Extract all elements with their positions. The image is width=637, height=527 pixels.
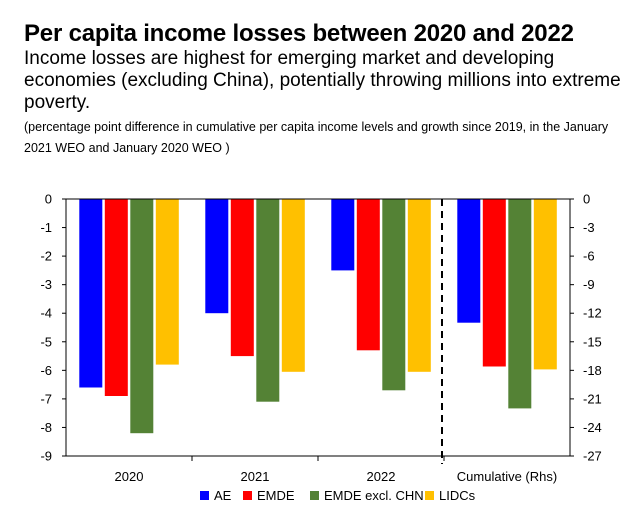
category-label: 2022 [367,469,396,484]
bar-emde-excl-chn-2021 [256,199,280,402]
right-axis-tick-label: -18 [583,363,602,378]
chart-note: (percentage point difference in cumulati… [24,120,609,155]
right-axis-tick-label: -3 [583,220,595,235]
bar-ae-2021 [205,199,229,314]
bar-ae-2020 [79,199,103,388]
legend-label: EMDE [257,488,295,503]
left-axis-tick-label: -4 [40,306,52,321]
bar-ae-cumulative-rhs- [457,199,481,323]
left-axis-tick-label: -1 [40,220,52,235]
left-axis-tick-label: -3 [40,277,52,292]
right-axis-tick-label: -27 [583,449,602,464]
bar-lidcs-2021 [281,199,305,372]
chart-subtitle: Income losses are highest for emerging m… [24,48,621,113]
bar-emde-excl-chn-2020 [130,199,154,434]
bar-emde-cumulative-rhs- [482,199,506,367]
bar-emde-excl-chn-2022 [382,199,406,391]
left-axis-tick-label: -8 [40,420,52,435]
right-axis-tick-label: -6 [583,249,595,264]
legend-label: EMDE excl. CHN [324,488,424,503]
left-axis-tick-label: -9 [40,449,52,464]
bar-emde-2022 [356,199,380,351]
legend: AE EMDE EMDE excl. CHN LIDCs [200,488,476,503]
category-label: 2021 [241,469,270,484]
left-axis-tick-label: 0 [45,192,52,207]
category-label: Cumulative (Rhs) [457,469,557,484]
right-axis-tick-label: -9 [583,277,595,292]
bar-emde-2020 [104,199,128,396]
legend-swatch-emde-excl-chn [310,491,319,500]
axes-group: 2020 2021 2022 Cumulative (Rhs) 0 -1 -2 -3 -4 -5 -… [40,192,601,485]
legend-swatch-lidcs [425,491,434,500]
bar-lidcs-2020 [155,199,179,365]
right-axis-tick-label: -15 [583,334,602,349]
bar-emde-excl-chn-cumulative-rhs- [508,199,532,409]
right-axis-tick-label: -12 [583,306,602,321]
bar-emde-2021 [230,199,254,357]
right-axis-tick-label: -24 [583,420,602,435]
right-axis-tick-label: -21 [583,391,602,406]
chart-title: Per capita income losses between 2020 an… [24,20,574,47]
legend-label: LIDCs [439,488,476,503]
left-axis-tick-label: -5 [40,334,52,349]
bar-ae-2022 [331,199,355,271]
bar-lidcs-2022 [407,199,431,372]
left-axis-tick-label: -2 [40,249,52,264]
right-axis-tick-label: 0 [583,192,590,207]
bar-lidcs-cumulative-rhs- [533,199,557,370]
legend-swatch-emde [243,491,252,500]
category-label: 2020 [115,469,144,484]
bars-group [79,199,557,434]
left-axis-tick-label: -6 [40,363,52,378]
left-axis-tick-label: -7 [40,391,52,406]
legend-label: AE [214,488,232,503]
legend-swatch-ae [200,491,209,500]
